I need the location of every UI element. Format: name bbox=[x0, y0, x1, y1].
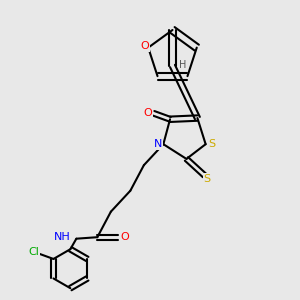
Text: H: H bbox=[179, 59, 187, 70]
Text: O: O bbox=[120, 232, 129, 242]
Text: Cl: Cl bbox=[28, 247, 39, 257]
Text: S: S bbox=[203, 174, 210, 184]
Text: N: N bbox=[154, 139, 162, 149]
Text: NH: NH bbox=[54, 232, 70, 242]
Text: S: S bbox=[209, 139, 216, 149]
Text: O: O bbox=[144, 108, 152, 118]
Text: O: O bbox=[141, 41, 150, 51]
